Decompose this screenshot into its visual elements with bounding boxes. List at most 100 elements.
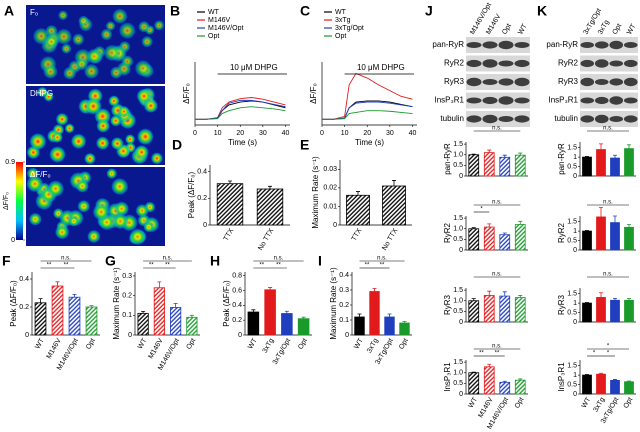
blot-strip [466,37,530,53]
error-bar [599,372,603,375]
y-tick-label: 0 [25,332,29,339]
y-tick-label: 0.01 [323,203,337,210]
blot-strip [466,111,530,127]
y-tick-label: 0 [459,319,463,326]
error-bar [487,290,492,296]
error-bar [471,153,476,155]
blot-band [482,59,498,68]
blot-band [514,97,530,104]
y-axis-label: InsP₃R1 [443,362,452,392]
significance-label: n.s. [603,126,613,132]
cell [134,59,152,77]
blot-band [580,42,595,48]
bar [170,307,182,336]
x-tick-label: M146V [148,337,165,360]
image-label: DHPG [30,89,53,98]
blot-band [623,59,638,68]
blot-band [514,42,530,48]
bar [186,316,198,336]
error-bar [157,281,162,288]
trace [322,100,413,120]
error-bar [173,303,178,308]
error-bar [189,314,194,318]
y-axis-label: RyR2 [443,222,452,243]
bar [582,302,592,323]
y-tick-label: 0.2 [122,292,132,299]
cell [83,63,100,80]
bar [354,316,365,336]
x-tick-label: TTX [223,227,236,242]
blot-strip [466,92,530,109]
bar [468,154,480,177]
panel-letter: B [170,3,180,19]
blot-band [594,96,609,105]
bar [399,322,410,336]
bar [596,297,606,323]
cell [43,34,59,50]
y-tick-label: 0.5 [567,237,577,244]
blot-row-label: RyR2 [444,59,465,68]
y-axis-label: InsP₃R1 [557,362,566,392]
y-tick-label: 1.5 [567,363,577,370]
legend-label: Opt [335,33,346,40]
y-tick-label: 0.5 [453,162,463,169]
lane-label: 3xTg [597,19,611,36]
x-tick-label: Opt [623,396,635,409]
y-tick-label: 0.4 [232,302,242,309]
blot-band [609,40,624,50]
cell [64,123,75,134]
y-tick-label: 1.5 [453,287,463,294]
blot-row-label: RyR3 [558,77,579,86]
error-bar [585,302,589,304]
y-tick-label: 1.5 [453,141,463,148]
trace [195,106,286,120]
y-tick-label: 0.5 [567,163,577,170]
error-bar [627,380,631,382]
trace [322,72,413,120]
significance-label: ** [276,263,281,269]
cell [134,144,150,160]
cell [77,199,91,213]
y-tick-label: 1.0 [453,298,463,305]
legend-label: WT [335,9,347,16]
blot-band [580,59,595,68]
x-tick-label: M146V [46,337,63,360]
blot-band [482,79,498,85]
cell [143,98,159,114]
error-bar [55,281,60,286]
blot-row-label: pan-RyR [546,40,578,49]
error-bar [72,294,77,298]
x-tick-label: 0 [193,130,197,137]
cell [54,224,70,240]
blot-band [482,41,498,49]
x-tick-label: No TTX [381,227,399,252]
legend-label: WT [208,9,220,16]
bar [483,226,495,251]
bar [216,183,244,226]
significance-label: n.s. [377,256,387,262]
error-bar [387,313,392,317]
blot-row-label: RyR3 [444,77,465,86]
significance-label: n.s. [163,256,173,262]
cell [78,15,89,27]
trace [195,99,286,120]
significance-label: ** [64,263,69,269]
panel-letter: E [300,137,309,153]
blot-band [466,115,482,123]
error-bar [268,287,273,290]
blot-band [594,79,609,85]
bar [483,366,495,395]
significance-label: n.s. [492,272,502,278]
error-bar [502,380,507,383]
cell [138,20,151,33]
y-axis-label: Peak (ΔF/F₀) [9,280,18,327]
y-tick-label: 1.5 [567,145,577,152]
y-tick-label: 0.1 [122,312,132,319]
error-bar [487,363,492,367]
stimulus-label: 10 μM DHPG [230,63,278,72]
bar [582,374,592,395]
cell [129,228,147,246]
x-tick-label: WT [34,337,46,351]
bar [499,295,511,323]
significance-label: ** [479,351,484,357]
